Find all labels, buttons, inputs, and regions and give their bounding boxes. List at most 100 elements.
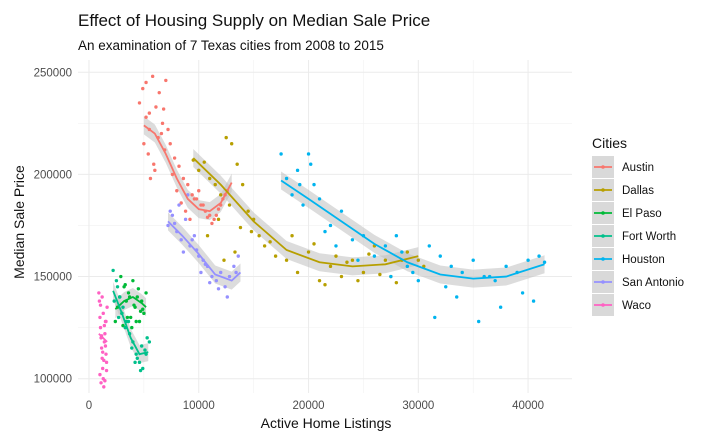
trend-lines bbox=[98, 124, 545, 356]
point-dallas bbox=[405, 250, 410, 254]
point-el-paso bbox=[132, 303, 136, 307]
point-fort-worth bbox=[111, 268, 115, 273]
point-houston bbox=[334, 244, 338, 248]
chart-subtitle: An examination of 7 Texas cities from 20… bbox=[78, 38, 384, 53]
point-dallas bbox=[383, 258, 388, 262]
point-waco bbox=[104, 352, 108, 356]
point-waco bbox=[101, 311, 105, 316]
point-houston bbox=[328, 223, 333, 228]
point-dallas bbox=[240, 182, 245, 187]
confidence-ribbon-san-antonio bbox=[168, 212, 241, 290]
point-dallas bbox=[273, 254, 278, 258]
point-san-antonio bbox=[183, 217, 188, 222]
point-fort-worth bbox=[143, 348, 147, 352]
point-houston bbox=[301, 203, 305, 207]
point-dallas bbox=[197, 168, 201, 173]
point-san-antonio bbox=[208, 280, 212, 285]
point-waco bbox=[105, 305, 109, 309]
legend-key-point bbox=[601, 211, 605, 215]
point-austin bbox=[168, 142, 172, 146]
point-el-paso bbox=[137, 319, 142, 324]
point-waco bbox=[99, 381, 103, 385]
point-dallas bbox=[229, 142, 234, 146]
point-houston bbox=[493, 278, 497, 283]
point-dallas bbox=[306, 250, 311, 254]
legend-key-point bbox=[601, 280, 605, 284]
point-dallas bbox=[262, 244, 267, 248]
legend-label: Fort Worth bbox=[622, 231, 676, 243]
point-el-paso bbox=[136, 287, 141, 291]
point-dallas bbox=[334, 254, 338, 258]
point-austin bbox=[141, 86, 145, 91]
point-san-antonio bbox=[181, 250, 186, 254]
point-dallas bbox=[312, 242, 316, 246]
point-waco bbox=[100, 295, 104, 299]
point-waco bbox=[102, 358, 106, 363]
legend-label: El Paso bbox=[622, 208, 662, 220]
point-austin bbox=[159, 131, 164, 136]
point-san-antonio bbox=[223, 285, 227, 289]
point-waco bbox=[98, 325, 103, 330]
point-waco bbox=[103, 344, 108, 348]
point-dallas bbox=[216, 217, 221, 222]
point-waco bbox=[102, 323, 107, 328]
point-dallas bbox=[219, 193, 223, 197]
point-houston bbox=[531, 299, 536, 303]
point-san-antonio bbox=[227, 274, 232, 279]
point-austin bbox=[205, 215, 210, 220]
point-dallas bbox=[249, 229, 254, 234]
point-fort-worth bbox=[130, 346, 134, 350]
point-san-antonio bbox=[234, 270, 238, 275]
legend-key-point bbox=[601, 234, 605, 238]
point-waco bbox=[103, 332, 107, 336]
point-austin bbox=[190, 193, 194, 197]
point-dallas bbox=[222, 258, 226, 262]
legend-label: Austin bbox=[622, 162, 654, 174]
point-dallas bbox=[238, 225, 243, 230]
point-austin bbox=[166, 127, 170, 132]
point-austin bbox=[188, 217, 192, 222]
legend-item-houston: Houston bbox=[592, 248, 665, 270]
point-san-antonio bbox=[168, 209, 172, 213]
point-waco bbox=[101, 350, 105, 354]
data-points bbox=[97, 74, 547, 389]
point-el-paso bbox=[113, 319, 118, 324]
point-austin bbox=[177, 164, 181, 168]
point-waco bbox=[101, 366, 105, 371]
point-dallas bbox=[208, 176, 212, 181]
point-waco bbox=[104, 360, 109, 365]
point-houston bbox=[537, 254, 541, 258]
point-san-antonio bbox=[179, 238, 183, 242]
point-dallas bbox=[235, 162, 239, 166]
point-austin bbox=[172, 156, 177, 160]
point-waco bbox=[104, 368, 109, 373]
point-austin bbox=[208, 213, 212, 217]
point-dallas bbox=[224, 135, 228, 140]
y-tick-label: 200000 bbox=[34, 169, 72, 181]
point-austin bbox=[160, 121, 165, 126]
legend-item-waco: Waco bbox=[592, 294, 651, 316]
point-houston bbox=[284, 176, 289, 181]
point-fort-worth bbox=[147, 340, 152, 344]
point-waco bbox=[97, 299, 102, 303]
point-fort-worth bbox=[121, 305, 125, 309]
point-dallas bbox=[202, 160, 206, 164]
point-austin bbox=[212, 217, 216, 222]
trend-line-austin bbox=[143, 124, 233, 213]
point-austin bbox=[201, 203, 205, 207]
point-austin bbox=[144, 115, 148, 119]
point-fort-worth bbox=[118, 295, 122, 299]
point-austin bbox=[137, 101, 142, 105]
x-axis-label: Active Home Listings bbox=[261, 415, 392, 431]
point-fort-worth bbox=[137, 360, 142, 365]
point-fort-worth bbox=[126, 319, 131, 324]
legend-label: Dallas bbox=[622, 185, 654, 197]
point-san-antonio bbox=[236, 254, 240, 258]
point-houston bbox=[400, 250, 404, 254]
point-houston bbox=[405, 264, 410, 269]
point-houston bbox=[504, 264, 508, 269]
legend-title: Cities bbox=[592, 135, 627, 151]
point-waco bbox=[98, 372, 102, 377]
point-austin bbox=[154, 105, 158, 109]
